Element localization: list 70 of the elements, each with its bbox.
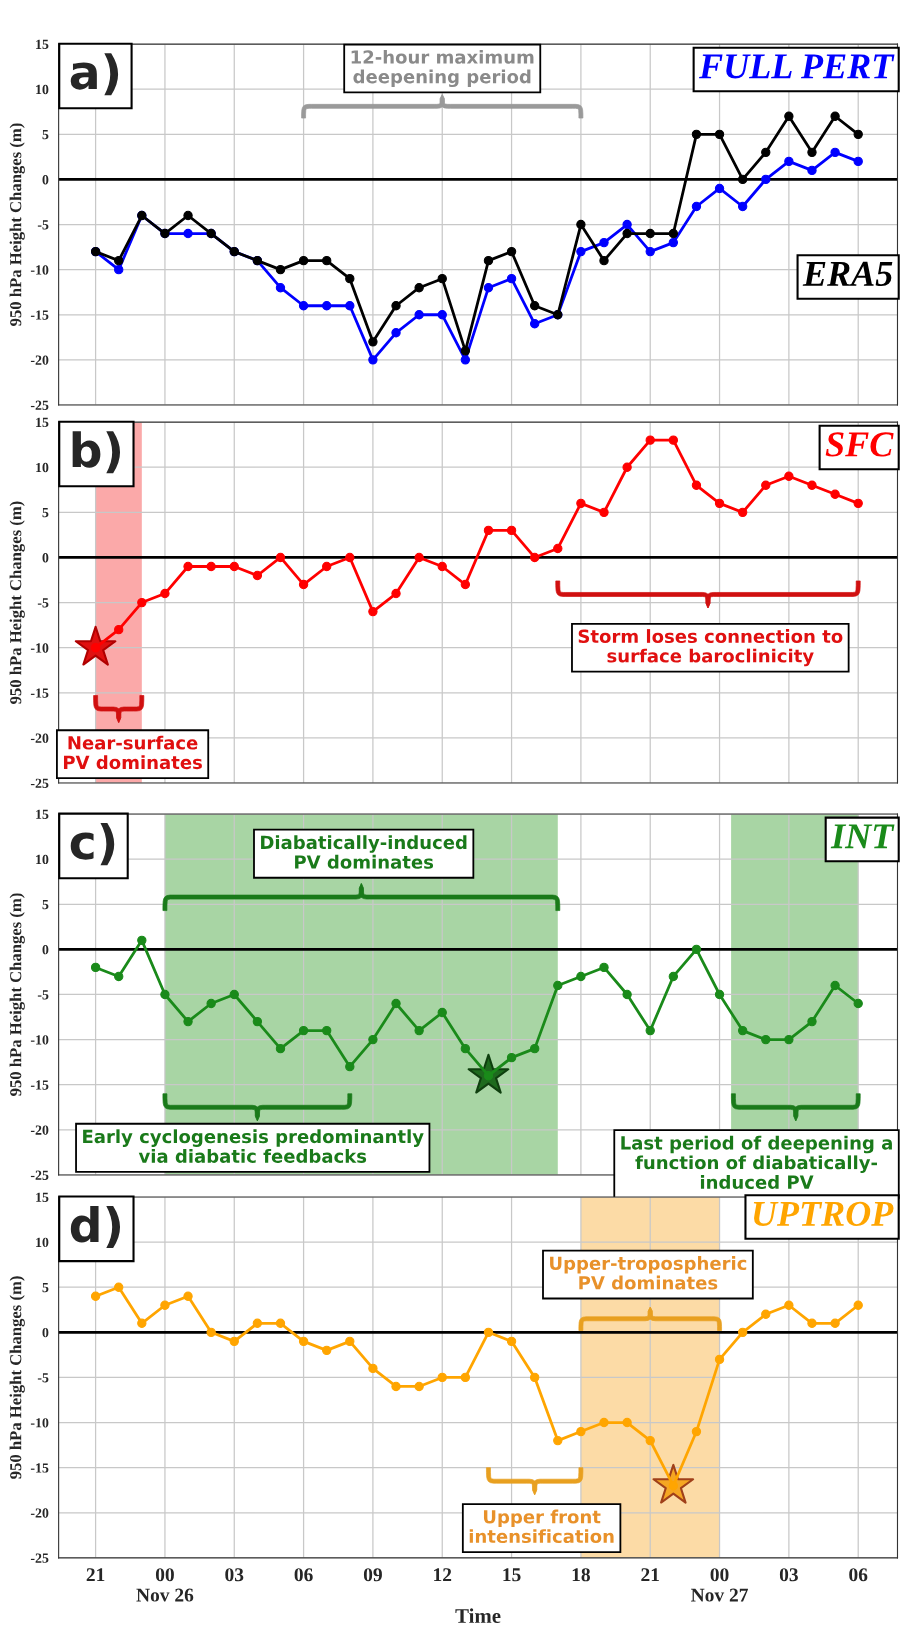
y-tick-label: -20	[30, 733, 49, 743]
y-tick-label: 5	[42, 508, 49, 518]
y-tick-label: -20	[30, 1508, 49, 1518]
y-tick-label: 15	[36, 417, 49, 428]
y-tick-label: 5	[42, 130, 49, 140]
y-tick-label: -25	[30, 1170, 49, 1180]
x-tick-label: 06	[294, 1568, 313, 1582]
y-tick-label: -5	[37, 1373, 49, 1383]
y-tick-label: 0	[42, 175, 49, 185]
y-tick-label: 10	[36, 1237, 49, 1248]
chart-title: d)	[70, 1206, 121, 1249]
y-tick-label: -20	[30, 355, 49, 365]
y-tick-label: -15	[30, 688, 49, 698]
y-tick-label: -15	[30, 1080, 49, 1090]
y-axis-title: 950 hPa Height Changes (m)	[9, 501, 25, 704]
y-tick-label: -10	[30, 265, 49, 275]
y-tick-label: -10	[30, 1035, 49, 1045]
y-tick-label: -5	[37, 990, 49, 1000]
y-tick-label: -20	[30, 1125, 49, 1135]
x-tick-label: 21	[86, 1568, 105, 1582]
y-axis-title: 950 hPa Height Changes (m)	[9, 893, 25, 1096]
text: ERA5	[802, 261, 893, 287]
y-tick-label: 10	[36, 854, 49, 865]
y-tick-label: -5	[37, 220, 49, 230]
x-tick-label: 21	[641, 1568, 659, 1582]
x-tick-label: 15	[503, 1568, 521, 1582]
y-tick-label: -15	[30, 310, 49, 320]
x-tick-label: 18	[572, 1568, 590, 1582]
text: UPTROP	[753, 1201, 894, 1227]
text: FULL PERT	[699, 54, 895, 79]
y-tick-label: -10	[30, 1418, 49, 1428]
y-tick-label: 0	[42, 553, 49, 563]
x-tick-label: 12	[434, 1568, 452, 1582]
y-axis-title: 950 hPa Height Changes (m)	[9, 1276, 25, 1479]
annotation: Early cyclogenesis predominantly via diabatic feedbacks	[83, 1129, 424, 1163]
y-tick-label: 15	[36, 809, 49, 820]
y-axis-title: 950 hPa Height Changes (m)	[9, 123, 25, 326]
x-tick-label: 03	[225, 1568, 244, 1582]
y-tick-label: -25	[30, 778, 49, 788]
y-tick-label: 5	[42, 900, 49, 910]
series-label: SFC	[825, 432, 894, 457]
x-tick-label: 09	[363, 1568, 382, 1582]
y-tick-label: 10	[36, 462, 49, 473]
text: INT	[830, 824, 895, 849]
x-tick-label: 00 Nov 27	[691, 1568, 748, 1602]
y-tick-label: 0	[42, 944, 49, 955]
y-tick-label: 15	[36, 39, 49, 50]
x-tick-label: 00 Nov 26	[136, 1568, 194, 1602]
y-tick-label: 15	[36, 1192, 49, 1202]
chart-title: a)	[70, 53, 119, 96]
annotation: Upper-tropospheric PV dominates	[550, 1256, 747, 1290]
x-tick-label: 03	[779, 1568, 798, 1582]
y-tick-label: -25	[30, 400, 49, 410]
x-tick-label: 06	[849, 1568, 868, 1582]
chart-title: b)	[72, 431, 121, 474]
annotation: Diabatically-induced PV dominates	[261, 835, 467, 869]
annotation: Last period of deepening a function of diabatically- induced PV	[621, 1135, 892, 1190]
chart-title: c)	[70, 823, 115, 866]
annotation: Near-surface PV dominates	[63, 735, 202, 770]
x-axis-title: Time	[455, 1608, 501, 1623]
y-tick-label: -10	[30, 643, 49, 653]
y-tick-label: 10	[36, 84, 49, 95]
annotation: 12-hour maximum deepening period	[351, 49, 534, 88]
y-tick-label: -15	[30, 1463, 49, 1473]
annotation: Upper front intensification	[469, 1509, 614, 1544]
y-tick-label: -5	[37, 598, 49, 608]
annotation: Storm loses connection to surface baroclinicity	[578, 629, 843, 667]
y-tick-label: -25	[30, 1553, 49, 1563]
y-tick-label: 0	[42, 1327, 49, 1338]
y-tick-label: 5	[42, 1282, 49, 1293]
